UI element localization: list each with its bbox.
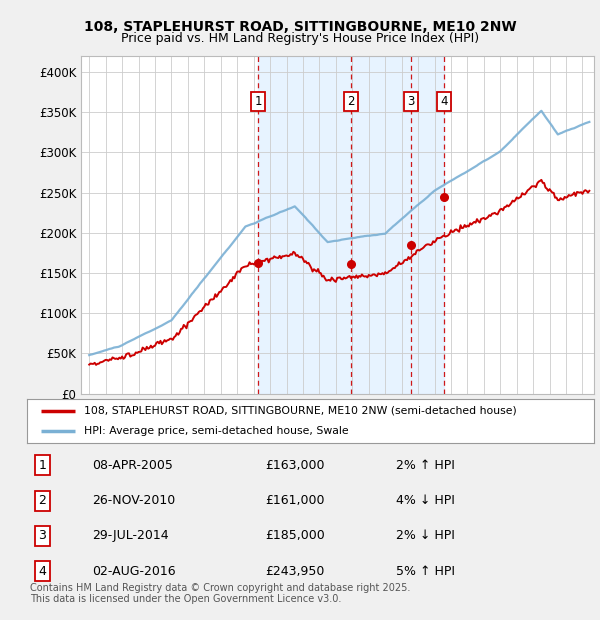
Text: 26-NOV-2010: 26-NOV-2010 (92, 494, 175, 507)
Text: 5% ↑ HPI: 5% ↑ HPI (395, 565, 455, 578)
Text: 1: 1 (38, 459, 46, 472)
Text: 4: 4 (440, 95, 448, 108)
Text: 29-JUL-2014: 29-JUL-2014 (92, 529, 169, 542)
Text: £243,950: £243,950 (265, 565, 325, 578)
Text: 2: 2 (38, 494, 46, 507)
Text: 08-APR-2005: 08-APR-2005 (92, 459, 173, 472)
Text: £161,000: £161,000 (265, 494, 325, 507)
Text: £163,000: £163,000 (265, 459, 325, 472)
Text: 3: 3 (38, 529, 46, 542)
Text: 1: 1 (254, 95, 262, 108)
Text: £185,000: £185,000 (265, 529, 325, 542)
Text: HPI: Average price, semi-detached house, Swale: HPI: Average price, semi-detached house,… (84, 426, 349, 436)
Text: Price paid vs. HM Land Registry's House Price Index (HPI): Price paid vs. HM Land Registry's House … (121, 32, 479, 45)
Text: 2: 2 (347, 95, 355, 108)
Text: Contains HM Land Registry data © Crown copyright and database right 2025.
This d: Contains HM Land Registry data © Crown c… (30, 583, 410, 604)
Text: 108, STAPLEHURST ROAD, SITTINGBOURNE, ME10 2NW (semi-detached house): 108, STAPLEHURST ROAD, SITTINGBOURNE, ME… (84, 405, 517, 416)
Text: 108, STAPLEHURST ROAD, SITTINGBOURNE, ME10 2NW: 108, STAPLEHURST ROAD, SITTINGBOURNE, ME… (83, 20, 517, 35)
Text: 4% ↓ HPI: 4% ↓ HPI (395, 494, 454, 507)
Bar (258, 56, 444, 394)
Text: 3: 3 (407, 95, 415, 108)
Text: 2% ↑ HPI: 2% ↑ HPI (395, 459, 454, 472)
Text: 4: 4 (38, 565, 46, 578)
Text: 02-AUG-2016: 02-AUG-2016 (92, 565, 176, 578)
Text: 2% ↓ HPI: 2% ↓ HPI (395, 529, 454, 542)
